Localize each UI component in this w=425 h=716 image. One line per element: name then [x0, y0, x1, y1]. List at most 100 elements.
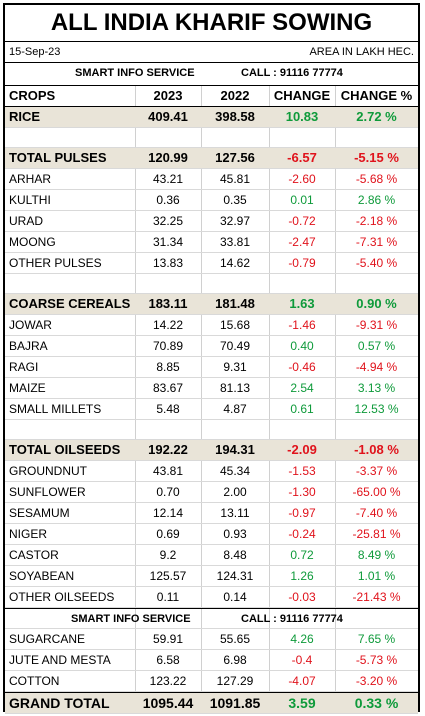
header-change: CHANGE [273, 88, 331, 103]
service-call: CALL : 91116 77774 [241, 613, 343, 625]
value-2023: 120.99 [148, 150, 188, 165]
group-total-row: TOTAL PULSES 120.99 127.56 -6.57 -5.15 % [5, 148, 418, 169]
service-name: SMART INFO SERVICE [75, 67, 195, 79]
crop-name: GRAND TOTAL [9, 695, 110, 711]
table-row: NIGER 0.69 0.93 -0.24 -25.81 % [5, 524, 418, 545]
value-2023: 43.21 [152, 172, 184, 186]
crop-name: URAD [9, 214, 44, 228]
value-2022: 181.48 [215, 296, 255, 311]
value-2023: 5.48 [156, 402, 180, 416]
value-2023: 0.36 [156, 193, 180, 207]
change-percent: -21.43 % [352, 590, 401, 604]
change-value: 1.63 [289, 296, 315, 311]
change-value: -4.07 [288, 674, 316, 688]
change-value: -1.46 [288, 318, 316, 332]
spacer-row [5, 128, 418, 148]
crop-name: MOONG [9, 235, 56, 249]
group-total-row: TOTAL OILSEEDS 192.22 194.31 -2.09 -1.08 % [5, 440, 418, 461]
value-2023: 409.41 [148, 109, 188, 124]
change-percent: 8.49 % [357, 548, 396, 562]
value-2022: 45.81 [219, 172, 251, 186]
change-percent: -3.37 % [355, 464, 398, 478]
value-2022: 127.56 [215, 150, 255, 165]
change-percent: 0.57 % [357, 339, 396, 353]
change-value: -6.57 [287, 150, 317, 165]
value-2022: 33.81 [219, 235, 251, 249]
value-2023: 9.2 [159, 548, 177, 562]
table-row: OTHER OILSEEDS 0.11 0.14 -0.03 -21.43 % [5, 587, 418, 608]
value-2022: 0.93 [223, 527, 247, 541]
crop-name: NIGER [9, 527, 48, 541]
header-2022: 2022 [220, 88, 250, 103]
crop-name: OTHER OILSEEDS [9, 590, 115, 604]
value-2022: 6.98 [223, 653, 247, 667]
change-value: -0.72 [288, 214, 316, 228]
table-row: OTHER PULSES 13.83 14.62 -0.79 -5.40 % [5, 253, 418, 274]
table-row: SUGARCANE 59.91 55.65 4.26 7.65 % [5, 629, 418, 650]
crop-name: MAIZE [9, 381, 46, 395]
change-value: 10.83 [285, 109, 319, 124]
crop-name: TOTAL OILSEEDS [9, 442, 121, 457]
table-row: SOYABEAN 125.57 124.31 1.26 1.01 % [5, 566, 418, 587]
value-2023: 70.89 [152, 339, 184, 353]
value-2023: 83.67 [152, 381, 184, 395]
change-percent: 2.72 % [356, 109, 397, 124]
header-2023: 2023 [153, 88, 183, 103]
value-2022: 32.97 [219, 214, 251, 228]
value-2023: 192.22 [148, 442, 188, 457]
change-percent: 0.33 % [354, 695, 399, 711]
value-2022: 2.00 [223, 485, 247, 499]
change-percent: -25.81 % [352, 527, 401, 541]
value-2023: 13.83 [152, 256, 184, 270]
change-value: -0.46 [288, 360, 316, 374]
group-total-row: RICE 409.41 398.58 10.83 2.72 % [5, 107, 418, 128]
value-2022: 45.34 [219, 464, 251, 478]
change-percent: -5.68 % [355, 172, 398, 186]
value-2023: 43.81 [152, 464, 184, 478]
crop-name: SOYABEAN [9, 569, 75, 583]
change-percent: -5.15 % [354, 150, 399, 165]
change-value: 1.26 [290, 569, 314, 583]
report-date: 15-Sep-23 [9, 46, 61, 58]
value-2022: 81.13 [219, 381, 251, 395]
crop-name: BAJRA [9, 339, 48, 353]
table-row: JOWAR 14.22 15.68 -1.46 -9.31 % [5, 315, 418, 336]
change-value: -0.24 [288, 527, 316, 541]
service-name: SMART INFO SERVICE [71, 613, 191, 625]
group-total-row: COARSE CEREALS 183.11 181.48 1.63 0.90 % [5, 294, 418, 315]
service-call: CALL : 91116 77774 [241, 67, 343, 79]
change-percent: 12.53 % [354, 402, 399, 416]
value-2022: 9.31 [223, 360, 247, 374]
value-2022: 127.29 [216, 674, 254, 688]
change-value: -1.53 [288, 464, 316, 478]
crop-name: RICE [9, 109, 41, 124]
change-value: 2.54 [290, 381, 314, 395]
value-2022: 70.49 [219, 339, 251, 353]
change-percent: -7.40 % [355, 506, 398, 520]
change-value: 4.26 [290, 632, 314, 646]
service-banner: SMART INFO SERVICE CALL : 91116 77774 [5, 63, 418, 83]
table-row: BAJRA 70.89 70.49 0.40 0.57 % [5, 336, 418, 357]
table-row: SMALL MILLETS 5.48 4.87 0.61 12.53 % [5, 399, 418, 420]
table-row: COTTON 123.22 127.29 -4.07 -3.20 % [5, 671, 418, 692]
value-2023: 8.85 [156, 360, 180, 374]
change-percent: -9.31 % [355, 318, 398, 332]
change-percent: 3.13 % [357, 381, 396, 395]
value-2023: 0.11 [156, 590, 180, 604]
spacer-row [5, 274, 418, 294]
change-value: 3.59 [288, 695, 316, 711]
column-divider [135, 85, 136, 691]
column-divider [201, 85, 202, 691]
value-2023: 183.11 [148, 296, 188, 311]
value-2022: 14.62 [219, 256, 251, 270]
column-divider [269, 85, 270, 691]
header-change-pct: CHANGE % [340, 88, 413, 103]
change-value: -2.60 [288, 172, 316, 186]
change-value: -0.79 [288, 256, 316, 270]
change-percent: -7.31 % [355, 235, 398, 249]
grand-total-row: GRAND TOTAL 1095.44 1091.85 3.59 0.33 % [5, 692, 418, 714]
value-2022: 1091.85 [209, 695, 261, 711]
change-value: -0.03 [288, 590, 316, 604]
change-percent: -2.18 % [355, 214, 398, 228]
crop-name: SESAMUM [9, 506, 70, 520]
